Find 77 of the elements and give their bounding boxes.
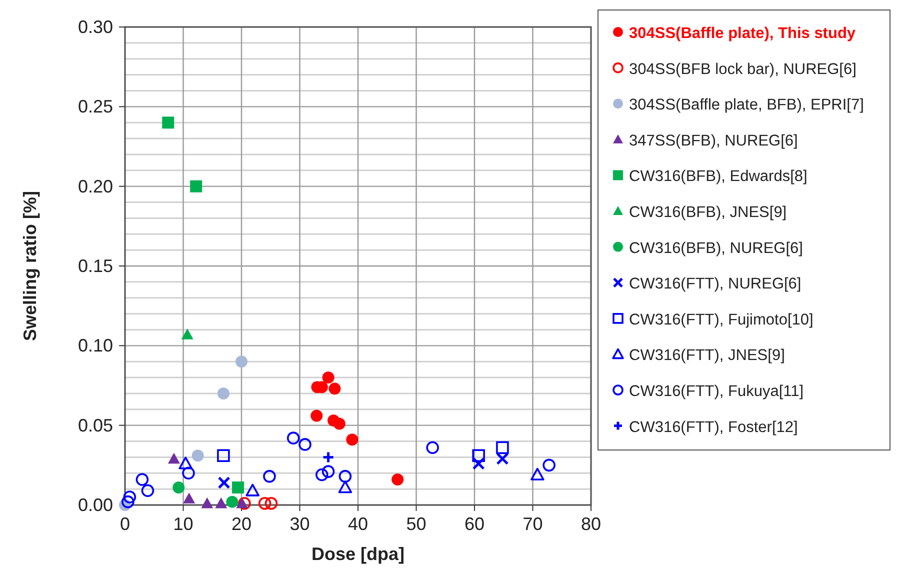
point xyxy=(286,432,300,444)
point xyxy=(315,468,328,482)
point xyxy=(217,387,230,400)
point xyxy=(542,458,556,472)
point xyxy=(172,481,185,494)
x-tick-label: 20 xyxy=(231,514,252,534)
legend-label: CW316(BFB), Edwards[8] xyxy=(629,168,808,186)
legend-label: 304SS(Baffle plate, BFB), EPRI[7] xyxy=(629,96,864,114)
point xyxy=(226,496,238,508)
point xyxy=(123,490,136,504)
point xyxy=(333,418,346,430)
point xyxy=(298,438,312,451)
point xyxy=(263,470,276,483)
point xyxy=(264,497,278,510)
point xyxy=(162,116,174,129)
point xyxy=(322,450,335,464)
point xyxy=(246,484,260,496)
x-tick-label: 30 xyxy=(290,514,310,534)
x-tick-label: 0 xyxy=(120,514,130,534)
point xyxy=(122,495,134,508)
x-tick-label: 10 xyxy=(173,514,194,534)
y-tick-label: 0.10 xyxy=(78,336,113,356)
point xyxy=(322,372,334,384)
x-tick-label: 80 xyxy=(580,514,602,534)
point xyxy=(338,470,352,483)
point xyxy=(496,452,509,466)
point xyxy=(181,328,194,340)
point xyxy=(322,465,335,478)
legend-label: CW316(BFB), JNES[9] xyxy=(629,204,787,221)
point xyxy=(190,180,202,192)
point xyxy=(472,449,485,462)
x-axis-title: Dose [dpa] xyxy=(311,544,405,564)
legend-label: CW316(FTT), Fukuya[11] xyxy=(629,383,804,400)
point xyxy=(258,497,272,510)
point xyxy=(168,452,180,464)
legend-label: CW316(FTT), Foster[12] xyxy=(629,418,798,436)
x-tick-label: 50 xyxy=(406,514,426,534)
point xyxy=(236,356,248,368)
point xyxy=(136,473,149,486)
point xyxy=(310,410,323,422)
legend-label: CW316(FTT), NUREG[6] xyxy=(629,276,802,293)
point xyxy=(328,382,341,395)
point xyxy=(192,450,204,462)
point xyxy=(232,481,244,494)
point xyxy=(201,497,214,508)
point xyxy=(530,468,544,480)
point xyxy=(218,476,230,489)
legend-label: CW316(FTT), JNES[9] xyxy=(629,347,785,364)
point xyxy=(392,474,404,486)
legend-label: CW316(BFB), NUREG[6] xyxy=(629,240,803,257)
y-axis-title: Swelling ratio [%] xyxy=(20,190,40,342)
x-tick-label: 70 xyxy=(522,514,543,534)
point xyxy=(346,434,358,446)
legend-label: 347SS(BFB), NUREG[6] xyxy=(629,132,798,150)
y-tick-label: 0.05 xyxy=(78,415,113,436)
x-tick-label: 60 xyxy=(464,514,485,534)
point xyxy=(238,497,251,510)
legend-label: 304SS(Baffle plate), This study xyxy=(629,25,856,42)
point xyxy=(183,492,196,504)
y-tick-label: 0.25 xyxy=(78,96,113,117)
y-tick-label: 0.30 xyxy=(78,17,113,37)
y-tick-label: 0.20 xyxy=(78,176,113,196)
point xyxy=(178,456,192,470)
point xyxy=(182,466,195,480)
point xyxy=(215,497,228,508)
y-tick-label: 0.00 xyxy=(78,495,113,515)
point xyxy=(217,449,230,462)
point xyxy=(496,441,509,454)
point xyxy=(472,457,485,470)
point xyxy=(338,480,352,494)
y-tick-label: 0.15 xyxy=(78,256,113,276)
point xyxy=(426,441,439,454)
point xyxy=(141,484,154,498)
legend-label: 304SS(BFB lock bar), NUREG[6] xyxy=(629,60,856,78)
point xyxy=(236,497,248,508)
x-tick-label: 40 xyxy=(348,514,368,534)
legend-label: CW316(FTT), Fujimoto[10] xyxy=(629,311,814,328)
